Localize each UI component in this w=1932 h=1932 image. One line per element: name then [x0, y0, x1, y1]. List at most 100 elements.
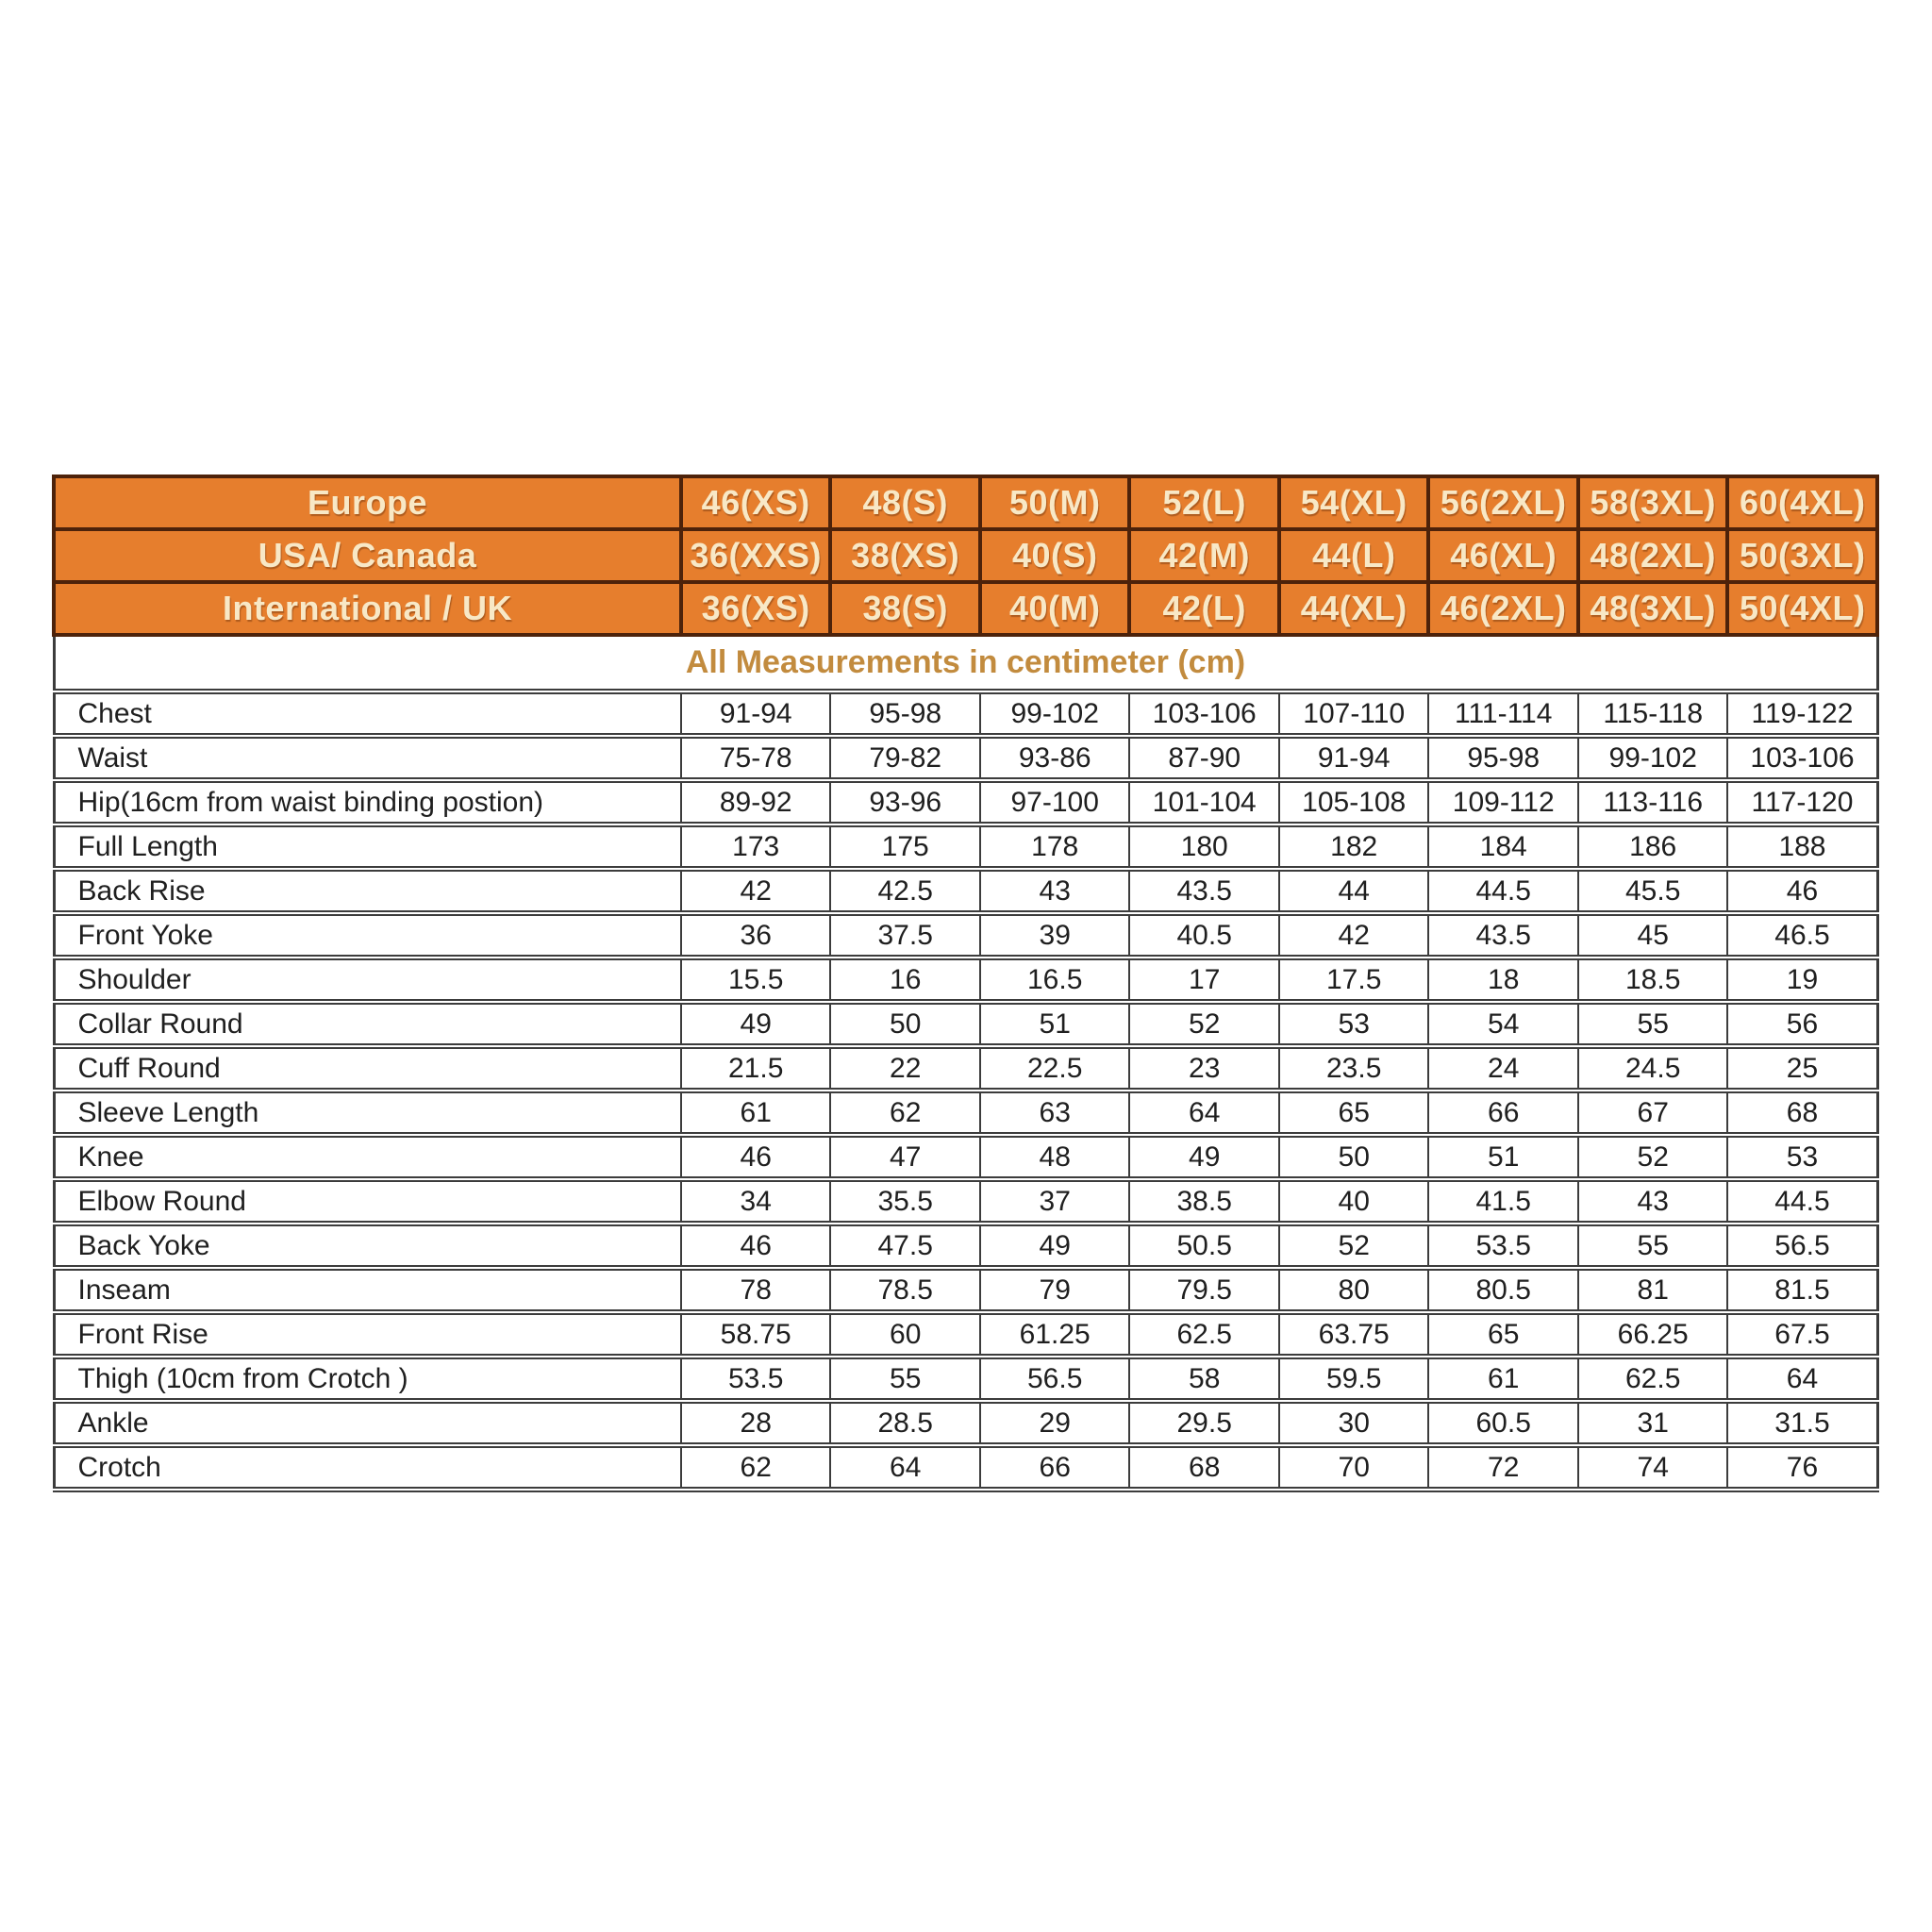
measurement-value: 44 [1277, 866, 1430, 916]
measurement-value: 50 [1277, 1132, 1430, 1182]
measurement-value: 95-98 [829, 689, 981, 739]
measurement-value: 65 [1427, 1309, 1579, 1359]
measurement-value: 51 [978, 999, 1131, 1049]
size-system-label: Europe [52, 475, 683, 531]
measurement-value: 186 [1576, 822, 1729, 872]
measurement-value: 80.5 [1427, 1265, 1579, 1315]
size-cell: 54(XL) [1276, 475, 1431, 531]
measurement-value: 41.5 [1427, 1176, 1579, 1226]
measurement-value: 74 [1576, 1442, 1729, 1492]
measurement-row: Cuff Round 21.5 22 22.5 23 23.5 24 24.5 25 [53, 1043, 1878, 1093]
measurement-value: 50.5 [1128, 1221, 1280, 1271]
measurement-value: 52 [1576, 1132, 1729, 1182]
measurement-value: 15.5 [679, 955, 832, 1005]
measurement-value: 31 [1576, 1398, 1729, 1448]
measurement-value: 30 [1277, 1398, 1430, 1448]
measurement-value: 113-116 [1576, 777, 1729, 827]
measurement-value: 55 [1576, 1221, 1729, 1271]
measurement-label: Inseam [53, 1265, 682, 1315]
measurement-value: 49 [679, 999, 832, 1049]
measurement-value: 67.5 [1726, 1309, 1878, 1359]
measurement-label: Chest [53, 689, 682, 739]
measurement-value: 99-102 [1576, 733, 1729, 783]
measurement-value: 67 [1576, 1088, 1729, 1138]
measurement-value: 63.75 [1277, 1309, 1430, 1359]
measurement-value: 66 [1427, 1088, 1579, 1138]
size-system-row: International / UK 36(XS) 38(S) 40(M) 42(L) 4… [52, 580, 1879, 637]
measurement-value: 182 [1277, 822, 1430, 872]
measurement-value: 55 [829, 1354, 981, 1404]
measurement-row: Crotch 62 64 66 68 70 72 74 76 [53, 1442, 1878, 1492]
measurement-value: 65 [1277, 1088, 1430, 1138]
measurement-value: 180 [1128, 822, 1280, 872]
measurement-value: 64 [1726, 1354, 1878, 1404]
measurement-value: 25 [1726, 1043, 1878, 1093]
measurement-value: 178 [978, 822, 1131, 872]
measurement-label: Sleeve Length [53, 1088, 682, 1138]
size-cell: 46(XS) [678, 475, 833, 531]
measurement-value: 59.5 [1277, 1354, 1430, 1404]
measurement-label: Waist [53, 733, 682, 783]
measurement-label: Cuff Round [53, 1043, 682, 1093]
measurement-value: 60.5 [1427, 1398, 1579, 1448]
size-system-row: USA/ Canada 36(XXS) 38(XS) 40(S) 42(M) 44(L) 4… [52, 527, 1879, 584]
size-cell: 46(XL) [1426, 527, 1580, 584]
size-cell: 42(L) [1127, 580, 1281, 637]
measurement-value: 24.5 [1576, 1043, 1729, 1093]
size-header-rows: Europe 46(XS) 48(S) 50(M) 52(L) 54(XL) 56(2XL)… [52, 475, 1879, 637]
measurement-value: 42 [679, 866, 832, 916]
measurement-label: Elbow Round [53, 1176, 682, 1226]
measurement-value: 24 [1427, 1043, 1579, 1093]
measurement-value: 79-82 [829, 733, 981, 783]
measurement-value: 45.5 [1576, 866, 1729, 916]
measurement-value: 66.25 [1576, 1309, 1729, 1359]
measurement-value: 22.5 [978, 1043, 1131, 1093]
measurement-value: 95-98 [1427, 733, 1579, 783]
size-chart-table: Europe 46(XS) 48(S) 50(M) 52(L) 54(XL) 56(2XL)… [52, 475, 1879, 1492]
size-cell: 50(3XL) [1725, 527, 1879, 584]
measurement-value: 75-78 [679, 733, 832, 783]
measurement-row: Thigh (10cm from Crotch ) 53.5 55 56.5 58 59.… [53, 1354, 1878, 1404]
measurement-value: 43.5 [1128, 866, 1280, 916]
measurement-value: 119-122 [1726, 689, 1878, 739]
measurement-value: 46 [1726, 866, 1878, 916]
measurement-value: 81.5 [1726, 1265, 1878, 1315]
measurement-row: Elbow Round 34 35.5 37 38.5 40 41.5 43 44.5 [53, 1176, 1878, 1226]
measurement-label: Back Yoke [53, 1221, 682, 1271]
measurement-value: 43.5 [1427, 910, 1579, 960]
measurement-value: 49 [978, 1221, 1131, 1271]
measurement-value: 89-92 [679, 777, 832, 827]
measurement-value: 42.5 [829, 866, 981, 916]
measurement-value: 51 [1427, 1132, 1579, 1182]
measurement-row: Front Rise 58.75 60 61.25 62.5 63.75 65 66.25 67… [53, 1309, 1878, 1359]
measurement-row: Sleeve Length 61 62 63 64 65 66 67 68 [53, 1088, 1878, 1138]
size-cell: 60(4XL) [1725, 475, 1879, 531]
measurement-value: 103-106 [1726, 733, 1878, 783]
measurement-value: 68 [1128, 1442, 1280, 1492]
measurement-value: 17 [1128, 955, 1280, 1005]
measurement-unit-note: All Measurements in centimeter (cm) [54, 633, 1877, 694]
size-cell: 36(XS) [678, 580, 833, 637]
measurement-value: 61 [679, 1088, 832, 1138]
measurement-label: Back Rise [53, 866, 682, 916]
measurement-value: 79.5 [1128, 1265, 1280, 1315]
size-cell: 48(2XL) [1575, 527, 1730, 584]
measurement-value: 23.5 [1277, 1043, 1430, 1093]
measurement-value: 55 [1576, 999, 1729, 1049]
measurement-row: Hip(16cm from waist binding postion) 89-9… [53, 777, 1878, 827]
measurement-value: 35.5 [829, 1176, 981, 1226]
measurement-value: 80 [1277, 1265, 1430, 1315]
measurement-value: 173 [679, 822, 832, 872]
measurement-value: 43 [1576, 1176, 1729, 1226]
measurement-value: 62 [679, 1442, 832, 1492]
measurement-value: 46 [679, 1221, 832, 1271]
measurement-value: 62.5 [1576, 1354, 1729, 1404]
measurement-value: 64 [1128, 1088, 1280, 1138]
measurement-row: Knee 46 47 48 49 50 51 52 53 [53, 1132, 1878, 1182]
measurement-value: 79 [978, 1265, 1131, 1315]
measurement-value: 43 [978, 866, 1131, 916]
measurement-value: 61 [1427, 1354, 1579, 1404]
measurement-value: 109-112 [1427, 777, 1579, 827]
measurement-value: 87-90 [1128, 733, 1280, 783]
measurement-value: 37 [978, 1176, 1131, 1226]
